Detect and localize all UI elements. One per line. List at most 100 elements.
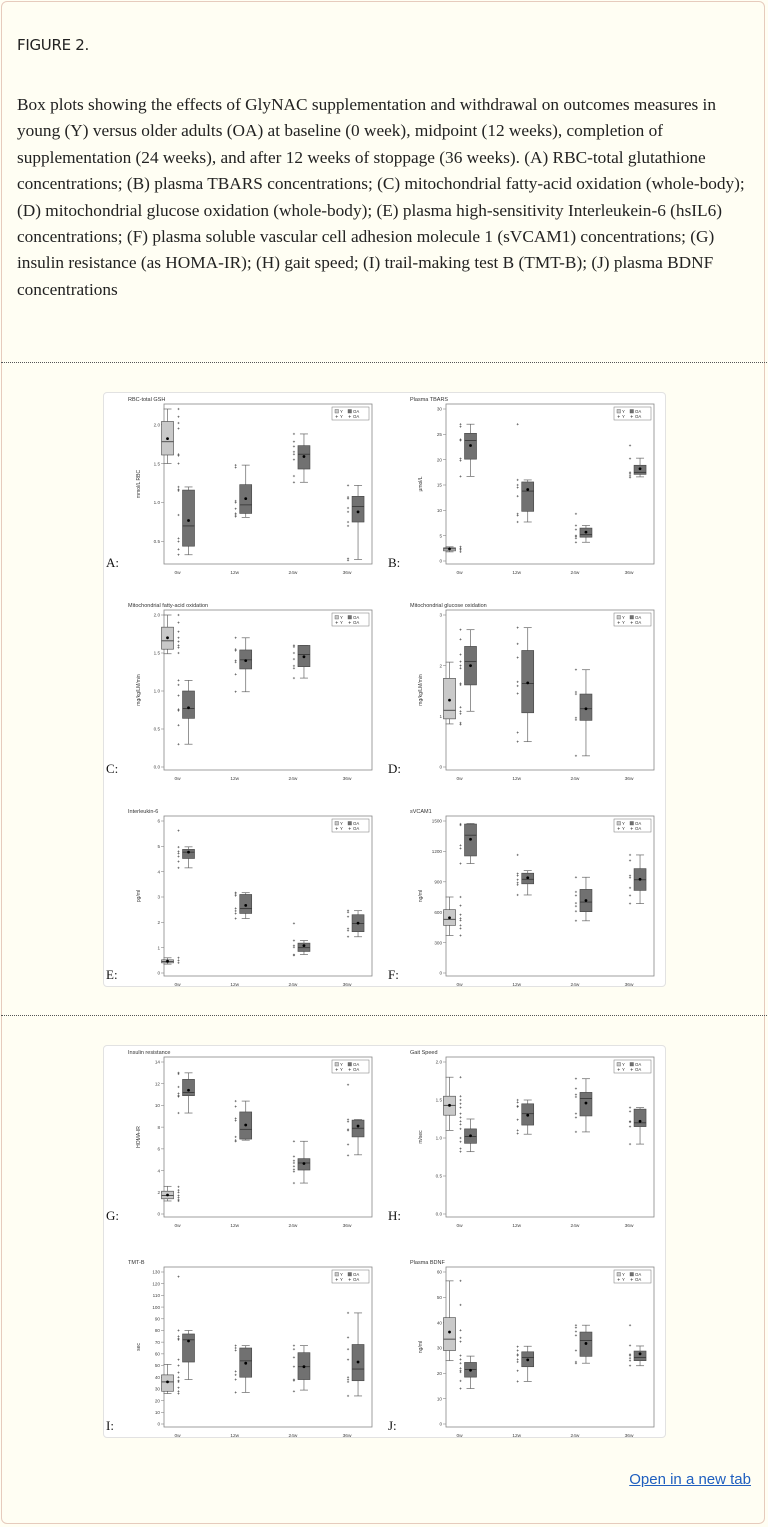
data-point <box>459 439 462 442</box>
data-point <box>574 1093 578 1096</box>
y-tick-label: 30 <box>437 1346 443 1351</box>
data-point <box>177 1390 180 1393</box>
figure-image-top[interactable]: A: RBC-total GSH mmol/L RBC 0.5 1.0 1.5 2.0 0w 1… <box>103 392 666 988</box>
data-point <box>628 894 632 897</box>
legend-point-marker-y <box>617 1068 621 1071</box>
plot-frame <box>445 609 655 771</box>
data-point <box>574 1112 578 1115</box>
data-point <box>177 959 180 962</box>
box-oa-12w <box>239 464 253 518</box>
mean-marker <box>526 1113 530 1117</box>
legend-swatch-y <box>334 1062 339 1067</box>
y-axis-label: sec <box>136 1343 142 1351</box>
y-tick-label: 12 <box>155 1081 161 1086</box>
data-point <box>574 905 578 908</box>
y-tick-label: 15 <box>437 483 443 488</box>
box-oa-36w <box>633 1107 647 1145</box>
data-point <box>628 874 632 877</box>
chart-title: Interleukin-6 <box>128 809 158 815</box>
data-point <box>516 483 519 487</box>
data-point <box>459 1127 462 1130</box>
open-in-new-tab-link[interactable]: Open in a new tab <box>629 1471 751 1488</box>
y-axis-label: mg/kg/LM/min <box>418 674 424 706</box>
y-tick-label: 14 <box>155 1060 161 1065</box>
chart-a: A: RBC-total GSH mmol/L RBC 0.5 1.0 1.5 2.0 0w 1… <box>104 393 384 583</box>
legend-point-label-oa: OA <box>353 1277 359 1282</box>
data-point <box>574 668 578 671</box>
mean-marker <box>638 1352 642 1356</box>
box-y-0w <box>443 546 456 553</box>
data-point <box>628 1120 632 1124</box>
y-tick-label: 60 <box>155 1352 161 1357</box>
data-point <box>177 540 180 543</box>
y-tick-label: 6 <box>157 1147 160 1152</box>
data-point <box>234 515 237 518</box>
data-point <box>574 1116 578 1119</box>
x-tick-label: 0w <box>456 982 463 988</box>
box-oa-36w <box>351 485 365 560</box>
data-point <box>346 1120 350 1123</box>
chart-title: Plasma BDNF <box>410 1260 445 1266</box>
data-point <box>628 1125 632 1128</box>
data-point <box>177 485 180 489</box>
legend-box <box>331 612 370 627</box>
data-point <box>516 1349 519 1352</box>
data-point <box>234 907 237 910</box>
x-tick-label: 24w <box>289 570 298 576</box>
data-point <box>177 852 180 855</box>
legend-swatch-oa <box>347 615 352 620</box>
legend-label-oa: OA <box>635 1272 641 1277</box>
data-point <box>234 649 237 652</box>
y-tick-label: 1200 <box>432 849 443 854</box>
legend-point-marker-y <box>335 827 339 830</box>
legend-label-oa: OA <box>635 821 641 826</box>
data-point <box>459 1336 462 1339</box>
chart-svg: D: Mitochondrial glucose oxidation mg/kg/L… <box>388 603 655 782</box>
data-point <box>177 1364 180 1367</box>
data-point <box>459 1370 462 1374</box>
y-axis-label: HOMA-IR <box>136 1126 142 1148</box>
box-iqr <box>182 489 195 547</box>
data-point <box>459 924 462 927</box>
box-iqr <box>633 1350 647 1361</box>
x-tick-label: 24w <box>571 570 580 576</box>
legend-point-marker-oa <box>348 1068 352 1071</box>
mean-marker <box>187 850 190 854</box>
data-point <box>346 1083 350 1086</box>
data-point <box>177 1191 180 1194</box>
data-point <box>516 486 519 489</box>
data-point <box>346 1378 350 1381</box>
chart-title: RBC-total GSH <box>128 397 165 403</box>
data-point <box>346 915 350 918</box>
legend-swatch-oa <box>347 1062 352 1067</box>
legend-point-marker-oa <box>630 415 634 418</box>
mean-marker <box>244 659 248 662</box>
mean-marker <box>166 959 169 963</box>
legend-swatch-oa <box>347 821 352 826</box>
chart-svg: E: Interleukin-6 pg/ml 0 1 2 3 4 5 6 0w 12w 24w 36w Y O… <box>106 809 373 988</box>
data-point <box>459 723 462 726</box>
y-tick-label: 30 <box>437 407 443 412</box>
y-tick-label: 1 <box>157 945 160 950</box>
chart-g: G: Insulin resistance HOMA-IR 0 2 4 6 8 10 12 14 0w… <box>104 1046 384 1236</box>
chart-c: C: Mitochondrial fatty-acid oxidation mg/k… <box>104 599 384 789</box>
figure-image-bottom[interactable]: G: Insulin resistance HOMA-IR 0 2 4 6 8 10 12 14 0w… <box>103 1045 666 1439</box>
data-point <box>516 495 519 498</box>
plot-frame <box>163 1266 373 1428</box>
plot-frame <box>445 403 655 565</box>
data-point <box>177 513 180 517</box>
x-tick-label: 36w <box>343 1223 352 1229</box>
data-point <box>516 731 519 734</box>
y-tick-label: 30 <box>155 1387 161 1392</box>
mean-marker <box>302 1365 306 1369</box>
data-point <box>459 667 462 670</box>
legend-point-marker-y <box>617 621 621 624</box>
y-tick-label: 20 <box>155 1398 161 1403</box>
data-point <box>234 501 237 504</box>
data-point <box>177 621 180 624</box>
chart-svg: J: Plasma BDNF ng/ml 0 10 20 30 40 50 60 0w 12w 24w 3… <box>388 1260 655 1439</box>
mean-marker <box>187 1339 190 1343</box>
data-point <box>459 1340 462 1343</box>
box-oa-0w <box>182 1072 195 1114</box>
mean-marker <box>302 655 306 659</box>
